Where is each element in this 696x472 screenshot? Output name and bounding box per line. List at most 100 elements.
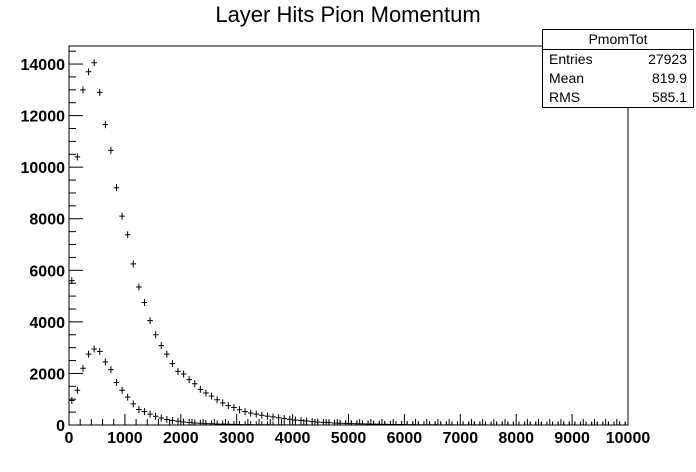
stats-mean-label: Mean (549, 70, 585, 86)
data-point (191, 380, 198, 388)
y-tick-label: 0 (56, 418, 65, 435)
data-point (197, 419, 204, 425)
series-0 (69, 59, 628, 426)
data-point (69, 397, 75, 405)
data-point (197, 385, 204, 393)
data-point (616, 421, 623, 426)
data-point (499, 421, 506, 426)
data-point (214, 420, 220, 425)
data-point (521, 421, 528, 426)
data-point (259, 411, 265, 419)
data-point (203, 389, 209, 397)
data-point (555, 421, 561, 426)
data-point (359, 421, 366, 426)
data-point (85, 68, 92, 76)
data-point (80, 86, 86, 94)
data-point (247, 409, 254, 417)
stats-entries-label: Entries (549, 51, 593, 67)
data-point (253, 410, 260, 418)
data-point (482, 421, 489, 426)
data-point (158, 342, 165, 350)
data-point (471, 421, 478, 426)
data-point (85, 350, 92, 358)
x-tick-label: 4000 (275, 430, 311, 447)
series-1 (69, 345, 628, 426)
data-point (130, 400, 137, 408)
data-point (147, 317, 153, 325)
data-point (141, 299, 148, 307)
data-point (354, 421, 360, 426)
data-point (169, 416, 176, 424)
data-point (91, 59, 97, 67)
data-point (141, 408, 148, 416)
data-point (488, 421, 494, 426)
data-point (287, 421, 293, 426)
x-tick-label: 10000 (606, 430, 651, 447)
data-point (108, 146, 114, 154)
data-point (242, 408, 248, 416)
data-point (376, 421, 383, 426)
data-point (186, 418, 192, 425)
data-point (382, 421, 388, 426)
data-point (270, 413, 276, 421)
data-point (577, 421, 584, 426)
data-point (242, 421, 248, 426)
data-point (421, 421, 427, 426)
data-point (69, 277, 75, 285)
data-point (387, 421, 394, 426)
data-point (600, 421, 606, 426)
data-point (566, 421, 573, 426)
data-point (96, 348, 103, 356)
data-point (320, 421, 327, 426)
data-point (119, 212, 125, 220)
data-point (136, 406, 142, 414)
data-point (147, 410, 153, 418)
data-point (454, 421, 461, 426)
x-tick-label: 9000 (554, 430, 590, 447)
data-point (180, 418, 187, 425)
stats-mean-row: Mean 819.9 (543, 69, 693, 88)
x-tick-label: 5000 (331, 430, 367, 447)
data-point (270, 421, 276, 426)
data-point (292, 421, 299, 426)
data-point (164, 415, 170, 423)
data-point (136, 283, 142, 291)
data-point (348, 421, 355, 426)
data-point (225, 420, 232, 425)
x-tick-label: 2000 (163, 430, 199, 447)
data-point (180, 370, 187, 378)
data-point (91, 345, 97, 353)
data-point (549, 421, 556, 426)
data-point (74, 386, 81, 394)
stats-rms-row: RMS 585.1 (543, 88, 693, 107)
data-point (404, 421, 410, 426)
stats-histogram-name: PmomTot (543, 30, 693, 50)
stats-entries-row: Entries 27923 (543, 50, 693, 69)
data-point (74, 153, 81, 161)
data-point (264, 421, 271, 426)
y-tick-label: 4000 (29, 315, 65, 332)
data-series (69, 59, 628, 426)
data-point (415, 421, 422, 426)
data-point (102, 121, 109, 129)
data-point (281, 415, 288, 423)
data-point (572, 421, 578, 426)
data-point (298, 421, 304, 426)
data-point (203, 420, 209, 425)
data-point (164, 350, 170, 358)
data-point (326, 421, 332, 426)
y-tick-label: 14000 (21, 57, 66, 74)
data-point (622, 421, 628, 426)
data-point (365, 421, 371, 426)
data-point (175, 417, 181, 425)
data-point (314, 421, 321, 426)
data-point (169, 360, 176, 368)
data-point (493, 421, 500, 426)
data-point (460, 421, 466, 426)
data-point (331, 421, 338, 426)
data-point (152, 331, 159, 339)
data-point (96, 88, 103, 96)
data-point (186, 376, 192, 384)
data-point (532, 421, 539, 426)
data-point (80, 364, 86, 372)
